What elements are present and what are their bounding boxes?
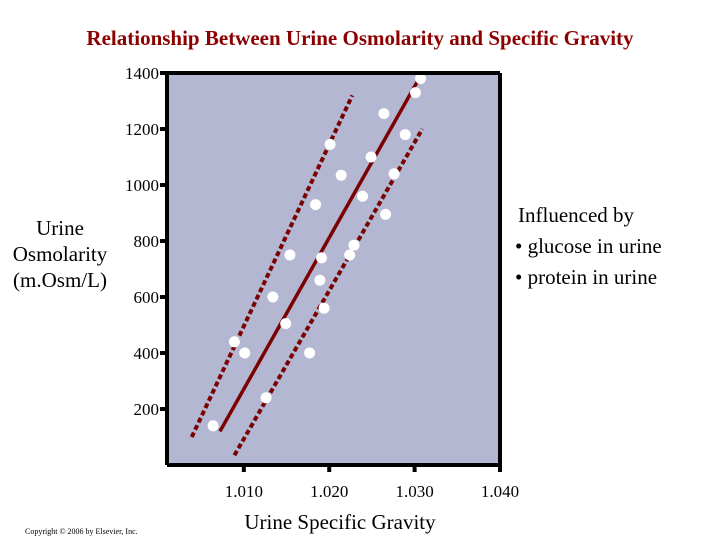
y-tick-label: 200 (134, 400, 160, 419)
data-point (260, 392, 272, 404)
copyright-text: Copyright © 2006 by Elsevier, Inc. (25, 527, 138, 536)
data-point (239, 347, 251, 359)
lower-bound-line (232, 128, 425, 457)
x-tick-label: 1.020 (310, 482, 348, 501)
data-point (267, 291, 279, 303)
annotation-item: • glucose in urine (515, 234, 662, 258)
upper-bound-line (189, 94, 355, 438)
data-point (378, 108, 390, 120)
data-point (409, 87, 421, 99)
data-point (318, 302, 330, 314)
y-tick-label: 1200 (125, 120, 159, 139)
x-tick-label: 1.030 (395, 482, 433, 501)
x-ticks: 1.010 1.020 1.030 1.040 (225, 465, 519, 501)
y-axis-label-line: Osmolarity (12, 242, 108, 266)
confidence-bounds (189, 94, 425, 457)
data-point (280, 318, 292, 330)
x-tick-label: 1.010 (225, 482, 263, 501)
y-axis-label-line: Urine (36, 216, 84, 240)
data-point (207, 420, 219, 432)
y-axis-label: Urine Osmolarity (m.Osm/L) (0, 215, 120, 293)
data-point (388, 168, 400, 180)
data-point (399, 129, 411, 141)
data-point (310, 199, 322, 211)
annotation: Influenced by • glucose in urine • prote… (515, 200, 720, 293)
y-ticks: 200 400 600 800 1000 1200 1400 (125, 64, 167, 419)
y-tick-label: 1400 (125, 64, 159, 83)
annotation-item: • protein in urine (515, 265, 658, 289)
y-axis-label-line: (m.Osm/L) (13, 268, 107, 292)
data-point (316, 252, 328, 264)
y-tick-label: 600 (134, 288, 160, 307)
data-point (344, 249, 356, 261)
annotation-title: Influenced by (518, 203, 635, 227)
data-point (415, 73, 427, 85)
data-point (348, 239, 360, 251)
y-tick-label: 1000 (125, 176, 159, 195)
data-point (284, 249, 296, 261)
data-point (335, 169, 347, 181)
x-tick-label: 1.040 (481, 482, 519, 501)
data-point (357, 190, 369, 202)
chart-title: Relationship Between Urine Osmolarity an… (86, 26, 634, 50)
data-point (365, 151, 377, 163)
y-tick-label: 800 (134, 232, 160, 251)
data-point (314, 274, 326, 286)
axes (165, 71, 502, 467)
data-point (324, 138, 336, 150)
y-tick-label: 400 (134, 344, 160, 363)
data-point (304, 347, 316, 359)
data-point (380, 208, 392, 220)
data-points (207, 73, 427, 432)
x-axis-label: Urine Specific Gravity (244, 510, 436, 534)
data-point (228, 336, 240, 348)
